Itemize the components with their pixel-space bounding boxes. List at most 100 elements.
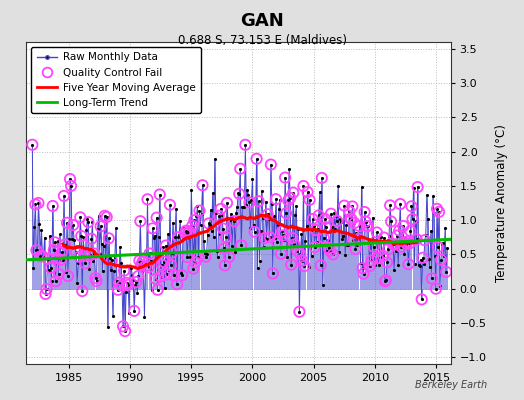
Point — [369, 244, 378, 250]
Point — [51, 278, 60, 284]
Point — [223, 200, 231, 206]
Point — [77, 233, 85, 239]
Point — [300, 263, 309, 269]
Point — [64, 273, 72, 279]
Point — [413, 184, 422, 190]
Point — [363, 223, 371, 229]
Point — [135, 257, 144, 264]
Point — [141, 263, 150, 270]
Point — [351, 246, 359, 252]
Point — [419, 254, 427, 261]
Point — [286, 195, 294, 201]
Point — [387, 218, 395, 225]
Point — [58, 248, 66, 255]
Point — [103, 214, 111, 220]
Point — [66, 176, 74, 182]
Point — [288, 235, 297, 241]
Point — [428, 275, 436, 282]
Point — [278, 228, 286, 235]
Point — [215, 212, 223, 219]
Point — [52, 255, 61, 262]
Point — [299, 183, 308, 189]
Point — [181, 230, 189, 237]
Point — [173, 281, 181, 288]
Point — [354, 236, 363, 242]
Point — [166, 202, 174, 208]
Point — [396, 201, 405, 207]
Point — [322, 224, 330, 230]
Point — [144, 264, 152, 270]
Point — [318, 175, 326, 181]
Point — [225, 254, 233, 260]
Point — [236, 166, 245, 172]
Point — [161, 242, 170, 249]
Point — [119, 323, 127, 330]
Point — [320, 235, 328, 241]
Point — [121, 328, 129, 334]
Point — [250, 228, 259, 235]
Point — [379, 253, 387, 259]
Point — [134, 273, 143, 279]
Point — [158, 262, 166, 268]
Text: Berkeley Earth: Berkeley Earth — [415, 380, 487, 390]
Point — [145, 250, 154, 257]
Point — [136, 218, 145, 224]
Point — [123, 280, 132, 286]
Point — [78, 288, 86, 294]
Point — [346, 215, 355, 222]
Point — [182, 228, 190, 234]
Point — [191, 259, 200, 266]
Point — [41, 291, 50, 297]
Point — [311, 244, 319, 250]
Point — [255, 198, 263, 204]
Point — [442, 269, 450, 275]
Point — [333, 218, 341, 224]
Point — [326, 248, 334, 254]
Point — [345, 208, 354, 214]
Text: GAN: GAN — [240, 12, 284, 30]
Point — [404, 261, 412, 267]
Point — [386, 202, 394, 208]
Point — [290, 241, 299, 248]
Point — [359, 270, 368, 277]
Point — [412, 236, 421, 242]
Point — [50, 247, 58, 253]
Point — [362, 218, 370, 225]
Point — [277, 250, 285, 257]
Point — [69, 222, 77, 228]
Point — [325, 245, 333, 251]
Point — [105, 235, 113, 242]
Point — [432, 286, 440, 292]
Point — [221, 262, 229, 268]
Point — [61, 241, 69, 248]
Point — [67, 183, 75, 189]
Point — [266, 234, 274, 240]
Point — [31, 201, 40, 208]
Point — [433, 206, 441, 212]
Point — [393, 232, 401, 239]
Point — [321, 216, 329, 222]
Point — [364, 223, 372, 229]
Point — [42, 286, 51, 292]
Point — [138, 259, 147, 265]
Point — [284, 197, 292, 204]
Point — [295, 308, 303, 315]
Point — [28, 142, 37, 148]
Point — [437, 256, 445, 263]
Point — [124, 282, 133, 288]
Point — [185, 228, 193, 234]
Point — [391, 241, 399, 248]
Point — [358, 265, 367, 271]
Point — [329, 251, 337, 258]
Point — [151, 276, 160, 282]
Point — [84, 219, 93, 225]
Point — [190, 217, 199, 224]
Point — [281, 174, 289, 181]
Point — [384, 246, 392, 252]
Point — [184, 230, 192, 236]
Point — [367, 257, 376, 264]
Point — [407, 203, 416, 210]
Point — [311, 227, 320, 233]
Point — [178, 272, 187, 278]
Point — [406, 228, 414, 234]
